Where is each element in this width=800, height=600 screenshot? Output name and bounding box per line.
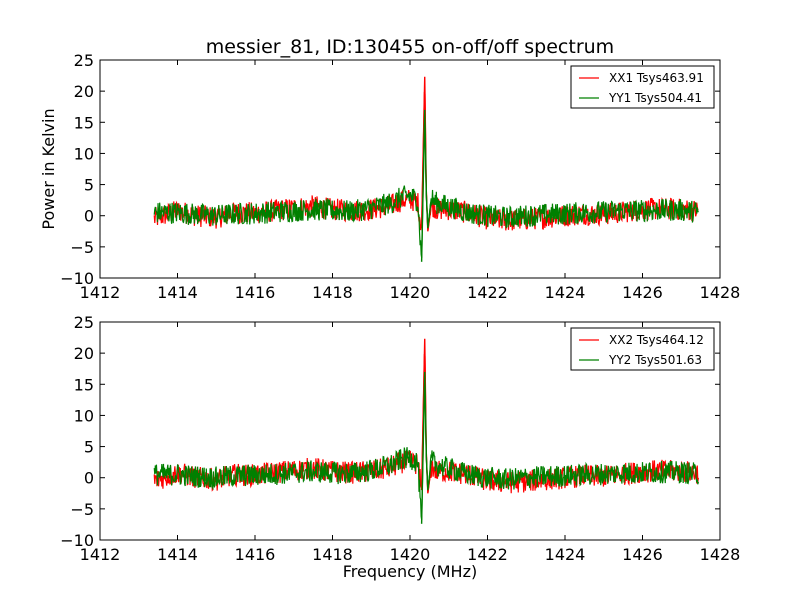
series-peak-yy: [420, 371, 433, 524]
y-tick-label: −5: [70, 238, 94, 257]
y-tick-label: −10: [60, 531, 94, 550]
x-tick-label: 1420: [390, 545, 431, 564]
x-tick-label: 1422: [467, 283, 508, 302]
y-tick-label: 25: [74, 51, 94, 70]
x-tick-label: 1428: [700, 545, 741, 564]
x-tick-label: 1424: [545, 545, 586, 564]
legend-box: [570, 327, 715, 371]
bottom-panel: 1412 1414 1416 1418 1420 1422 1424 1426 1428 −10 −…: [60, 313, 740, 581]
x-axis-label: Frequency (MHz): [343, 562, 477, 581]
x-tick-label: 1428: [700, 283, 741, 302]
series-group: [153, 76, 699, 262]
y-tick-label: 25: [74, 313, 94, 332]
x-tick-label: 1414: [157, 545, 198, 564]
x-tick-label: 1412: [80, 283, 121, 302]
x-tick-label: 1418: [312, 545, 353, 564]
x-tick-label: 1426: [622, 283, 663, 302]
x-tick-label: 1424: [545, 283, 586, 302]
y-tick-label: 20: [74, 82, 94, 101]
series-peak-yy: [420, 109, 433, 262]
y-tick-label: 5: [84, 438, 94, 457]
figure-title: messier_81, ID:130455 on-off/off spectru…: [206, 36, 614, 58]
y-axis-label: Power in Kelvin: [39, 108, 58, 229]
legend: XX1 Tsys463.91 YY1 Tsys504.41: [570, 65, 715, 109]
y-tick-label: 10: [74, 406, 94, 425]
legend: XX2 Tsys464.12 YY2 Tsys501.63: [570, 327, 715, 371]
x-tick-label: 1426: [622, 545, 663, 564]
x-tick-label: 1412: [80, 545, 121, 564]
x-tick-label: 1418: [312, 283, 353, 302]
x-tick-label: 1416: [235, 283, 276, 302]
legend-box: [570, 65, 715, 109]
x-tick-label: 1420: [390, 283, 431, 302]
legend-label: YY2 Tsys501.63: [608, 353, 702, 367]
series-group: [153, 338, 699, 524]
legend-label: XX2 Tsys464.12: [609, 333, 704, 347]
top-panel: 1412 1414 1416 1418 1420 1422 1424 1426 1428 −10 −…: [39, 51, 740, 302]
y-tick-label: −10: [60, 269, 94, 288]
y-tick-label: 0: [84, 469, 94, 488]
legend-label: YY1 Tsys504.41: [608, 91, 702, 105]
y-tick-label: 10: [74, 144, 94, 163]
x-tick-label: 1416: [235, 545, 276, 564]
y-tick-label: −5: [70, 500, 94, 519]
y-tick-label: 15: [74, 113, 94, 132]
y-tick-label: 15: [74, 375, 94, 394]
x-tick-label: 1422: [467, 545, 508, 564]
legend-label: XX1 Tsys463.91: [609, 71, 704, 85]
y-tick-label: 5: [84, 176, 94, 195]
y-tick-label: 20: [74, 344, 94, 363]
y-tick-label: 0: [84, 207, 94, 226]
x-tick-label: 1414: [157, 283, 198, 302]
